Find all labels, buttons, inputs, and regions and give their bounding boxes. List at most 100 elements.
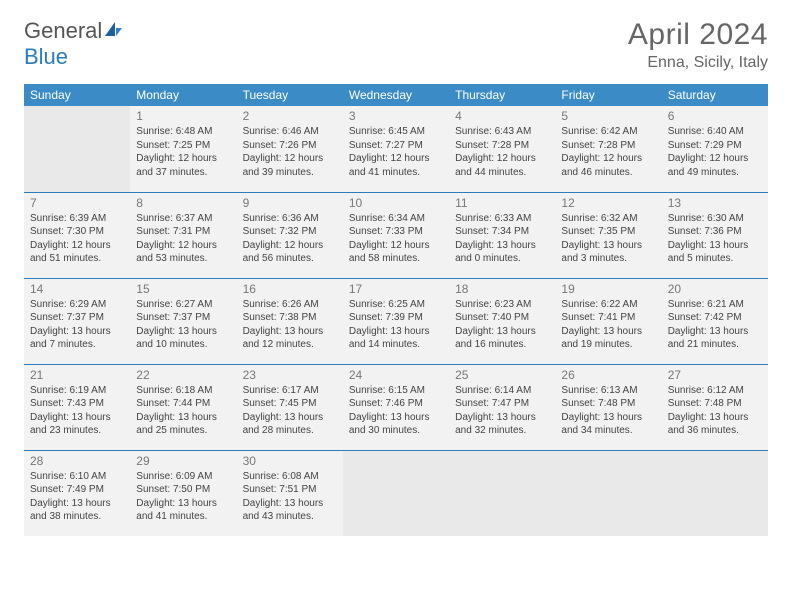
sunrise-line: Sunrise: 6:10 AM [30, 470, 124, 484]
daylight-line: Daylight: 13 hours and 34 minutes. [561, 411, 655, 438]
calendar-day-cell: 17Sunrise: 6:25 AMSunset: 7:39 PMDayligh… [343, 278, 449, 364]
sunrise-line: Sunrise: 6:13 AM [561, 384, 655, 398]
sunrise-line: Sunrise: 6:23 AM [455, 298, 549, 312]
daylight-line: Daylight: 13 hours and 36 minutes. [668, 411, 762, 438]
calendar-day-cell: 24Sunrise: 6:15 AMSunset: 7:46 PMDayligh… [343, 364, 449, 450]
weekday-header: Tuesday [237, 84, 343, 106]
daylight-line: Daylight: 13 hours and 12 minutes. [243, 325, 337, 352]
calendar-week-row: 14Sunrise: 6:29 AMSunset: 7:37 PMDayligh… [24, 278, 768, 364]
day-number: 5 [561, 108, 655, 124]
day-number: 29 [136, 453, 230, 469]
calendar-day-cell: 26Sunrise: 6:13 AMSunset: 7:48 PMDayligh… [555, 364, 661, 450]
sunrise-line: Sunrise: 6:37 AM [136, 212, 230, 226]
calendar-day-cell: 30Sunrise: 6:08 AMSunset: 7:51 PMDayligh… [237, 450, 343, 536]
day-number: 4 [455, 108, 549, 124]
day-number: 8 [136, 195, 230, 211]
sunset-line: Sunset: 7:27 PM [349, 139, 443, 153]
day-number: 1 [136, 108, 230, 124]
daylight-line: Daylight: 13 hours and 32 minutes. [455, 411, 549, 438]
header: General Blue April 2024 Enna, Sicily, It… [24, 18, 768, 72]
sunset-line: Sunset: 7:32 PM [243, 225, 337, 239]
day-number: 17 [349, 281, 443, 297]
day-number: 15 [136, 281, 230, 297]
day-number: 21 [30, 367, 124, 383]
sunset-line: Sunset: 7:45 PM [243, 397, 337, 411]
sunrise-line: Sunrise: 6:19 AM [30, 384, 124, 398]
daylight-line: Daylight: 12 hours and 58 minutes. [349, 239, 443, 266]
sunrise-line: Sunrise: 6:08 AM [243, 470, 337, 484]
calendar-day-cell: 12Sunrise: 6:32 AMSunset: 7:35 PMDayligh… [555, 192, 661, 278]
sunset-line: Sunset: 7:39 PM [349, 311, 443, 325]
weekday-header: Thursday [449, 84, 555, 106]
logo-word-1: General [24, 18, 102, 43]
calendar-day-cell: 1Sunrise: 6:48 AMSunset: 7:25 PMDaylight… [130, 106, 236, 192]
calendar-day-cell: 25Sunrise: 6:14 AMSunset: 7:47 PMDayligh… [449, 364, 555, 450]
sunset-line: Sunset: 7:51 PM [243, 483, 337, 497]
sunset-line: Sunset: 7:48 PM [668, 397, 762, 411]
calendar-day-cell: 13Sunrise: 6:30 AMSunset: 7:36 PMDayligh… [662, 192, 768, 278]
sunset-line: Sunset: 7:35 PM [561, 225, 655, 239]
calendar-week-row: 21Sunrise: 6:19 AMSunset: 7:43 PMDayligh… [24, 364, 768, 450]
daylight-line: Daylight: 12 hours and 39 minutes. [243, 152, 337, 179]
day-number: 26 [561, 367, 655, 383]
sunrise-line: Sunrise: 6:17 AM [243, 384, 337, 398]
day-number: 28 [30, 453, 124, 469]
daylight-line: Daylight: 13 hours and 7 minutes. [30, 325, 124, 352]
daylight-line: Daylight: 13 hours and 21 minutes. [668, 325, 762, 352]
day-number: 6 [668, 108, 762, 124]
sunset-line: Sunset: 7:49 PM [30, 483, 124, 497]
daylight-line: Daylight: 13 hours and 3 minutes. [561, 239, 655, 266]
sunset-line: Sunset: 7:26 PM [243, 139, 337, 153]
calendar-day-cell: 22Sunrise: 6:18 AMSunset: 7:44 PMDayligh… [130, 364, 236, 450]
sunset-line: Sunset: 7:40 PM [455, 311, 549, 325]
weekday-header-row: SundayMondayTuesdayWednesdayThursdayFrid… [24, 84, 768, 106]
sunset-line: Sunset: 7:50 PM [136, 483, 230, 497]
day-number: 19 [561, 281, 655, 297]
sunrise-line: Sunrise: 6:42 AM [561, 125, 655, 139]
sunrise-line: Sunrise: 6:29 AM [30, 298, 124, 312]
calendar-day-cell: 8Sunrise: 6:37 AMSunset: 7:31 PMDaylight… [130, 192, 236, 278]
weekday-header: Saturday [662, 84, 768, 106]
title-block: April 2024 Enna, Sicily, Italy [628, 18, 768, 72]
calendar-day-cell: 10Sunrise: 6:34 AMSunset: 7:33 PMDayligh… [343, 192, 449, 278]
sunrise-line: Sunrise: 6:32 AM [561, 212, 655, 226]
calendar-empty-cell [662, 450, 768, 536]
logo-text: General Blue [24, 18, 123, 70]
calendar-day-cell: 4Sunrise: 6:43 AMSunset: 7:28 PMDaylight… [449, 106, 555, 192]
day-number: 27 [668, 367, 762, 383]
day-number: 13 [668, 195, 762, 211]
calendar-day-cell: 18Sunrise: 6:23 AMSunset: 7:40 PMDayligh… [449, 278, 555, 364]
sunset-line: Sunset: 7:42 PM [668, 311, 762, 325]
location-text: Enna, Sicily, Italy [628, 54, 768, 72]
sunrise-line: Sunrise: 6:25 AM [349, 298, 443, 312]
day-number: 30 [243, 453, 337, 469]
calendar-day-cell: 16Sunrise: 6:26 AMSunset: 7:38 PMDayligh… [237, 278, 343, 364]
sunrise-line: Sunrise: 6:48 AM [136, 125, 230, 139]
sunrise-line: Sunrise: 6:22 AM [561, 298, 655, 312]
sunrise-line: Sunrise: 6:09 AM [136, 470, 230, 484]
day-number: 23 [243, 367, 337, 383]
daylight-line: Daylight: 13 hours and 30 minutes. [349, 411, 443, 438]
day-number: 22 [136, 367, 230, 383]
day-number: 3 [349, 108, 443, 124]
sunrise-line: Sunrise: 6:14 AM [455, 384, 549, 398]
day-number: 7 [30, 195, 124, 211]
calendar-day-cell: 19Sunrise: 6:22 AMSunset: 7:41 PMDayligh… [555, 278, 661, 364]
sunset-line: Sunset: 7:38 PM [243, 311, 337, 325]
calendar-day-cell: 6Sunrise: 6:40 AMSunset: 7:29 PMDaylight… [662, 106, 768, 192]
daylight-line: Daylight: 13 hours and 19 minutes. [561, 325, 655, 352]
calendar-day-cell: 2Sunrise: 6:46 AMSunset: 7:26 PMDaylight… [237, 106, 343, 192]
calendar-day-cell: 21Sunrise: 6:19 AMSunset: 7:43 PMDayligh… [24, 364, 130, 450]
sunrise-line: Sunrise: 6:27 AM [136, 298, 230, 312]
sunrise-line: Sunrise: 6:18 AM [136, 384, 230, 398]
daylight-line: Daylight: 12 hours and 46 minutes. [561, 152, 655, 179]
logo-sail-icon [103, 18, 123, 44]
calendar-empty-cell [449, 450, 555, 536]
calendar-day-cell: 14Sunrise: 6:29 AMSunset: 7:37 PMDayligh… [24, 278, 130, 364]
weekday-header: Monday [130, 84, 236, 106]
sunset-line: Sunset: 7:37 PM [136, 311, 230, 325]
daylight-line: Daylight: 13 hours and 16 minutes. [455, 325, 549, 352]
day-number: 24 [349, 367, 443, 383]
sunset-line: Sunset: 7:41 PM [561, 311, 655, 325]
sunset-line: Sunset: 7:30 PM [30, 225, 124, 239]
